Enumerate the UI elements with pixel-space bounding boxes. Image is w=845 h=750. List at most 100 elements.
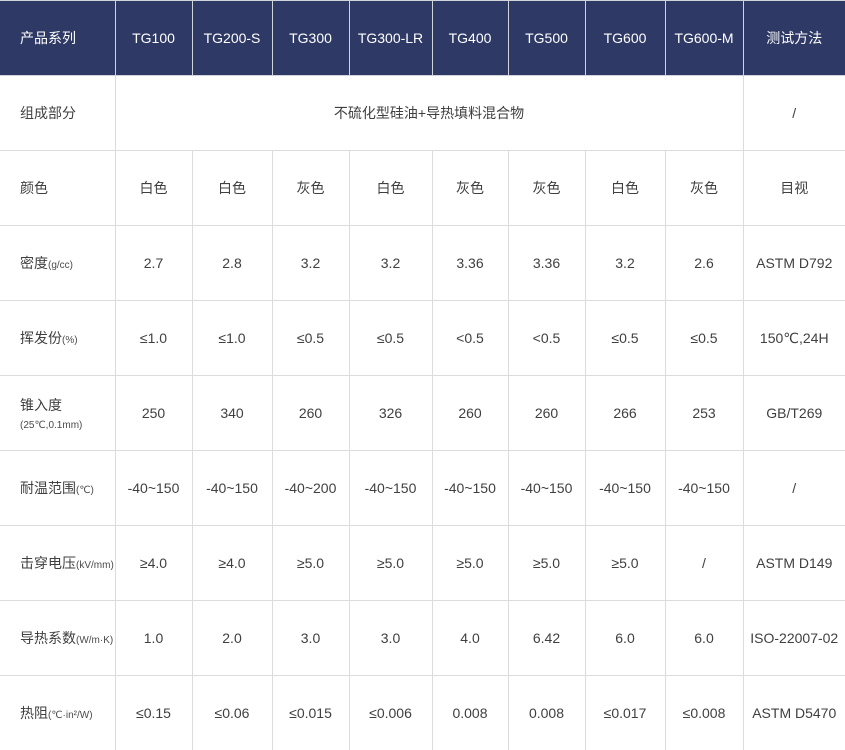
value-cell: 灰色 — [664, 150, 744, 226]
value-cell: 253 — [664, 375, 744, 451]
row-label: 颜色 — [0, 150, 116, 226]
value-cell: ≤0.15 — [114, 675, 193, 750]
value-cell: ≤0.5 — [664, 300, 744, 376]
spec-row: 锥入度(25℃,0.1mm) 250 340 260 326 260 260 266 253 GB… — [0, 375, 845, 451]
row-label-unit: (℃·in²/W) — [48, 710, 93, 721]
value-cell: 2.7 — [114, 225, 193, 301]
row-label: 热阻(℃·in²/W) — [0, 675, 116, 750]
value-cell: 3.36 — [507, 225, 586, 301]
header-product-tg600: TG600 — [584, 0, 666, 76]
value-cell: ≤0.006 — [348, 675, 433, 750]
value-cell: ≥4.0 — [191, 525, 273, 601]
value-cell: ≤1.0 — [114, 300, 193, 376]
value-cell: 0.008 — [431, 675, 509, 750]
value-cell: 1.0 — [114, 600, 193, 676]
value-cell: -40~150 — [507, 450, 586, 526]
header-product-tg300: TG300 — [271, 0, 350, 76]
header-row: 产品系列 TG100 TG200-S TG300 TG300-LR TG400 TG500… — [0, 0, 845, 76]
value-cell: -40~150 — [584, 450, 666, 526]
value-cell: 0.008 — [507, 675, 586, 750]
row-label: 导热系数(W/m·K) — [0, 600, 116, 676]
row-label-unit: (g/cc) — [48, 260, 73, 271]
value-cell: / — [664, 525, 744, 601]
row-label-text: 挥发份 — [20, 330, 62, 346]
value-cell: 白色 — [114, 150, 193, 226]
value-cell: <0.5 — [431, 300, 509, 376]
value-cell: -40~150 — [348, 450, 433, 526]
value-cell: 白色 — [191, 150, 273, 226]
value-cell: 250 — [114, 375, 193, 451]
composition-value-cell: 不硫化型硅油+导热填料混合物 — [114, 75, 744, 151]
spec-row: 热阻(℃·in²/W) ≤0.15 ≤0.06 ≤0.015 ≤0.006 0.008 0.… — [0, 675, 845, 750]
value-cell: 2.6 — [664, 225, 744, 301]
method-cell: 150℃,24H — [742, 300, 845, 376]
value-cell: 3.36 — [431, 225, 509, 301]
value-cell: 3.2 — [584, 225, 666, 301]
composition-row: 组成部分 不硫化型硅油+导热填料混合物 / — [0, 75, 845, 151]
spec-row: 密度(g/cc) 2.7 2.8 3.2 3.2 3.36 3.36 3.2 2.6 ASTM D… — [0, 225, 845, 301]
header-product-tg200-s: TG200-S — [191, 0, 273, 76]
row-label-text: 导热系数 — [20, 630, 76, 646]
method-cell: 目视 — [742, 150, 845, 226]
header-product-tg500: TG500 — [507, 0, 586, 76]
value-cell: 326 — [348, 375, 433, 451]
row-label-text: 锥入度 — [20, 397, 62, 413]
spec-row: 导热系数(W/m·K) 1.0 2.0 3.0 3.0 4.0 6.42 6.0 6.0 ISO-… — [0, 600, 845, 676]
value-cell: 灰色 — [271, 150, 350, 226]
value-cell: ≤0.008 — [664, 675, 744, 750]
value-cell: 灰色 — [431, 150, 509, 226]
row-label: 击穿电压(kV/mm) — [0, 525, 116, 601]
row-label-text: 耐温范围 — [20, 480, 76, 496]
method-cell: ASTM D5470 — [742, 675, 845, 750]
method-cell: / — [742, 75, 845, 151]
row-label: 耐温范围(℃) — [0, 450, 116, 526]
spec-row: 颜色 白色 白色 灰色 白色 灰色 灰色 白色 灰色 目视 — [0, 150, 845, 226]
method-cell: GB/T269 — [742, 375, 845, 451]
row-label-unit: (℃) — [76, 485, 94, 496]
value-cell: 2.8 — [191, 225, 273, 301]
value-cell: 3.2 — [348, 225, 433, 301]
value-cell: ≥5.0 — [431, 525, 509, 601]
value-cell: ≥5.0 — [348, 525, 433, 601]
value-cell: ≤0.5 — [271, 300, 350, 376]
row-label: 挥发份(%) — [0, 300, 116, 376]
value-cell: 2.0 — [191, 600, 273, 676]
header-product-tg300-lr: TG300-LR — [348, 0, 433, 76]
value-cell: 260 — [271, 375, 350, 451]
value-cell: -40~150 — [191, 450, 273, 526]
row-label-unit: (W/m·K) — [76, 635, 114, 646]
spec-row: 耐温范围(℃) -40~150 -40~150 -40~200 -40~150 -40~1… — [0, 450, 845, 526]
spec-row: 击穿电压(kV/mm) ≥4.0 ≥4.0 ≥5.0 ≥5.0 ≥5.0 ≥5.0 ≥5.0/… — [0, 525, 845, 601]
value-cell: 3.0 — [271, 600, 350, 676]
value-cell: 3.0 — [348, 600, 433, 676]
value-cell: -40~200 — [271, 450, 350, 526]
row-label-text: 热阻 — [20, 705, 48, 721]
row-label-unit: (25℃,0.1mm) — [20, 420, 83, 431]
row-label: 密度(g/cc) — [0, 225, 116, 301]
header-product-tg400: TG400 — [431, 0, 509, 76]
value-cell: ≥5.0 — [271, 525, 350, 601]
value-cell: ≥5.0 — [507, 525, 586, 601]
value-cell: 白色 — [348, 150, 433, 226]
value-cell: 灰色 — [507, 150, 586, 226]
value-cell: 266 — [584, 375, 666, 451]
method-cell: / — [742, 450, 845, 526]
row-label: 锥入度 (25℃,0.1mm) — [0, 375, 116, 451]
value-cell: ≥5.0 — [584, 525, 666, 601]
header-product-tg600-m: TG600-M — [664, 0, 744, 76]
value-cell: <0.5 — [507, 300, 586, 376]
value-cell: 6.0 — [584, 600, 666, 676]
method-cell: ASTM D149 — [742, 525, 845, 601]
value-cell: 6.42 — [507, 600, 586, 676]
value-cell: ≤0.06 — [191, 675, 273, 750]
row-label-text: 击穿电压 — [20, 555, 76, 571]
value-cell: 260 — [431, 375, 509, 451]
value-cell: -40~150 — [114, 450, 193, 526]
method-cell: ASTM D792 — [742, 225, 845, 301]
value-cell: -40~150 — [431, 450, 509, 526]
value-cell: 340 — [191, 375, 273, 451]
row-label-text: 密度 — [20, 255, 48, 271]
value-cell: ≤0.015 — [271, 675, 350, 750]
value-cell: ≤0.017 — [584, 675, 666, 750]
